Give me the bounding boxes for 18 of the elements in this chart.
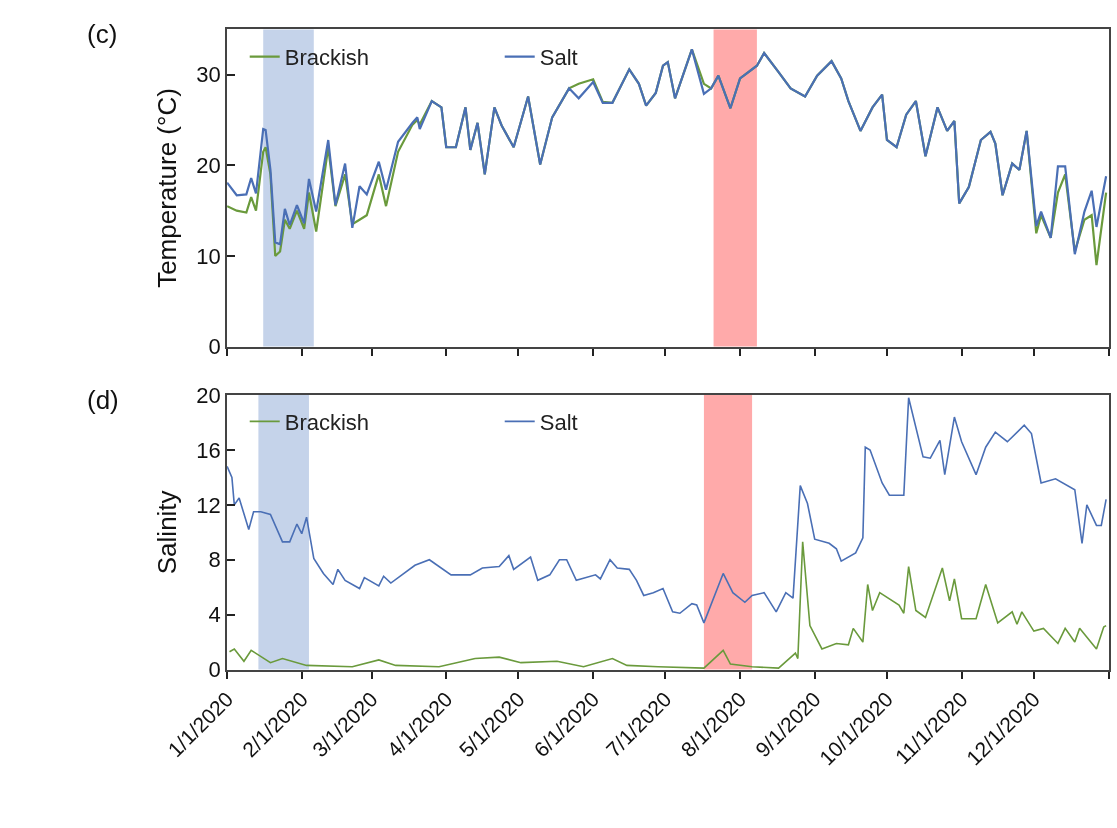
text: (c): [87, 19, 118, 49]
y-tick-label: 20: [196, 153, 221, 179]
y-tick-label: 12: [196, 492, 221, 518]
y-tick-label: 4: [208, 602, 221, 628]
y-tick-label: 0: [208, 334, 221, 360]
y-tick-label: 0: [208, 657, 221, 683]
y-tick-label: 8: [208, 547, 221, 573]
y-tick-label: 30: [196, 62, 221, 88]
y-tick-label: 10: [196, 243, 221, 269]
text: (d): [87, 385, 119, 415]
y-tick-label: 16: [196, 437, 221, 463]
y-axis-title: Temperature (°C): [152, 88, 183, 288]
legend-label: Brackish: [284, 45, 370, 71]
y-tick-label: 20: [196, 382, 221, 408]
legend-label: Salt: [539, 45, 578, 71]
legend-label: Brackish: [284, 409, 370, 435]
y-axis-title: Salinity: [152, 490, 183, 575]
legend-label: Salt: [539, 409, 578, 435]
